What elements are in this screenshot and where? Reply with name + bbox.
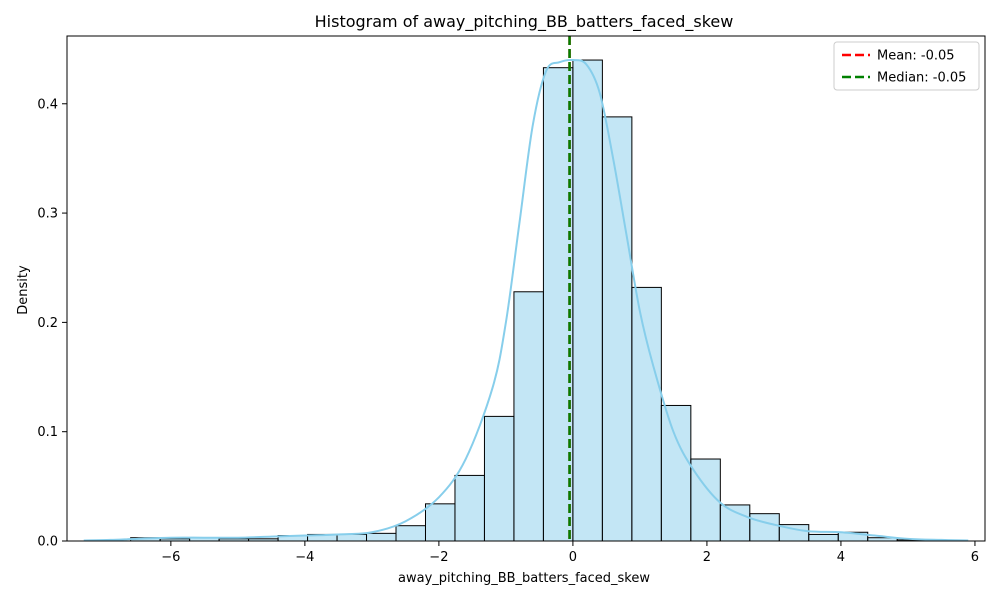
histogram-bar-7	[336, 533, 368, 542]
y-axis-label: Density	[16, 265, 31, 315]
y-tick-label: 0.0	[37, 535, 58, 550]
x-tick-label: −2	[429, 550, 448, 565]
histogram-bar-17	[631, 286, 662, 542]
histogram-bar-20	[719, 504, 751, 542]
chart-title: Histogram of away_pitching_BB_batters_fa…	[315, 12, 734, 32]
histogram-bar-9	[395, 525, 426, 542]
histogram-bar-14	[542, 67, 574, 542]
histogram-bar-11	[454, 474, 485, 542]
y-tick-label: 0.4	[37, 97, 58, 112]
legend-entry-1: Median: -0.05	[877, 71, 966, 86]
histogram-bar-21	[749, 513, 780, 542]
axes-frame	[66, 35, 986, 542]
legend-box	[833, 41, 980, 91]
histogram-bar-8	[366, 532, 397, 542]
x-tick-label: 6	[971, 550, 979, 565]
x-tick-label: 4	[837, 550, 845, 565]
x-tick-label: 0	[569, 550, 577, 565]
plot-area	[130, 59, 928, 542]
y-tick-label: 0.1	[37, 425, 58, 440]
y-axis-ticks: 0.0 0.1 0.2 0.3 0.4	[37, 97, 67, 550]
x-axis-ticks: −6 −4 −2 0 2 4 6	[161, 541, 979, 565]
legend: Mean: -0.05 Median: -0.05	[833, 41, 980, 91]
histogram-bar-10	[424, 503, 456, 542]
y-tick-label: 0.2	[37, 316, 58, 331]
histogram-bar-15	[572, 59, 603, 542]
x-tick-label: −4	[295, 550, 314, 565]
kde-curve	[83, 58, 969, 542]
y-tick-label: 0.3	[37, 207, 58, 222]
x-axis-label: away_pitching_BB_batters_faced_skew	[398, 571, 650, 586]
x-tick-label: −6	[161, 550, 180, 565]
histogram-bar-23	[808, 533, 839, 542]
kde-layer	[83, 58, 969, 542]
histogram-bar-13	[513, 291, 544, 542]
histogram-bar-12	[483, 415, 515, 542]
histogram-bar-18	[660, 404, 692, 542]
x-tick-label: 2	[703, 550, 711, 565]
legend-entry-0: Mean: -0.05	[877, 49, 955, 64]
